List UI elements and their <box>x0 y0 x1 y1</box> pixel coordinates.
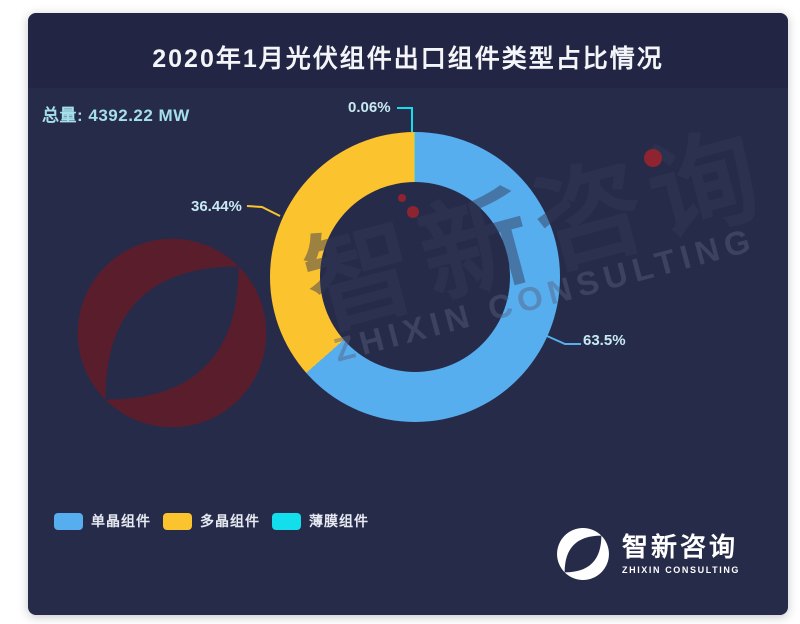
legend-item-multi[interactable]: 多晶组件 <box>163 511 260 531</box>
legend-item-mono[interactable]: 单晶组件 <box>54 511 151 531</box>
legend-label-mono: 单晶组件 <box>91 513 151 529</box>
chart-panel: 2020年1月光伏组件出口组件类型占比情况 总量: 4392.22 MW 智新咨… <box>28 13 788 615</box>
chart-legend: 单晶组件 多晶组件 薄膜组件 <box>54 511 369 531</box>
percent-label-thinfilm: 0.06% <box>348 99 391 116</box>
watermark-red-dot <box>644 149 662 167</box>
total-value-label: 总量: 4392.22 MW <box>42 106 190 125</box>
percent-label-mono: 63.5% <box>583 332 626 349</box>
chart-title: 2020年1月光伏组件出口组件类型占比情况 <box>152 45 664 73</box>
donut-chart[interactable] <box>270 132 560 422</box>
legend-swatch-mono <box>54 512 83 530</box>
company-logo-swirl-icon <box>557 528 609 580</box>
company-name-en: ZHIXIN CONSULTING <box>622 564 741 575</box>
legend-swatch-thinfilm <box>272 512 301 530</box>
watermark-swirl-logo <box>77 238 267 428</box>
percent-label-multi: 36.44% <box>191 198 242 215</box>
company-logo: 智新咨询 ZHIXIN CONSULTING <box>556 527 740 581</box>
company-logo-text: 智新咨询 ZHIXIN CONSULTING <box>622 533 740 575</box>
legend-label-thinfilm: 薄膜组件 <box>309 513 369 529</box>
legend-item-thinfilm[interactable]: 薄膜组件 <box>272 511 369 531</box>
title-bar <box>28 13 788 88</box>
watermark-red-dot <box>398 194 406 202</box>
company-name-cn: 智新咨询 <box>622 532 739 563</box>
watermark-red-dot <box>407 206 419 218</box>
legend-label-multi: 多晶组件 <box>200 513 260 529</box>
legend-swatch-multi <box>163 512 192 530</box>
